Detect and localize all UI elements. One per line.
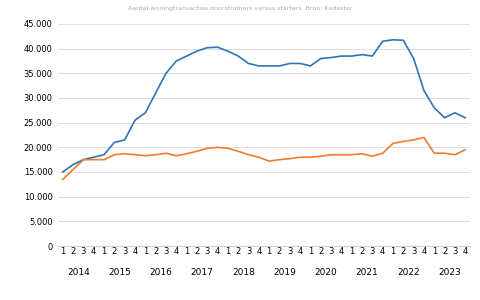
Text: 2021: 2021 — [356, 268, 379, 277]
Text: 2018: 2018 — [232, 268, 255, 277]
Text: 2022: 2022 — [397, 268, 420, 277]
Text: 2020: 2020 — [314, 268, 337, 277]
Text: 2019: 2019 — [273, 268, 296, 277]
Text: 2015: 2015 — [108, 268, 131, 277]
Text: 2016: 2016 — [149, 268, 172, 277]
Text: 2017: 2017 — [191, 268, 214, 277]
Text: 2014: 2014 — [67, 268, 90, 277]
Text: 2023: 2023 — [438, 268, 461, 277]
Text: Aantal woningtransacties doorstromers versus starters. Bron: Kadaster: Aantal woningtransacties doorstromers ve… — [128, 6, 352, 11]
